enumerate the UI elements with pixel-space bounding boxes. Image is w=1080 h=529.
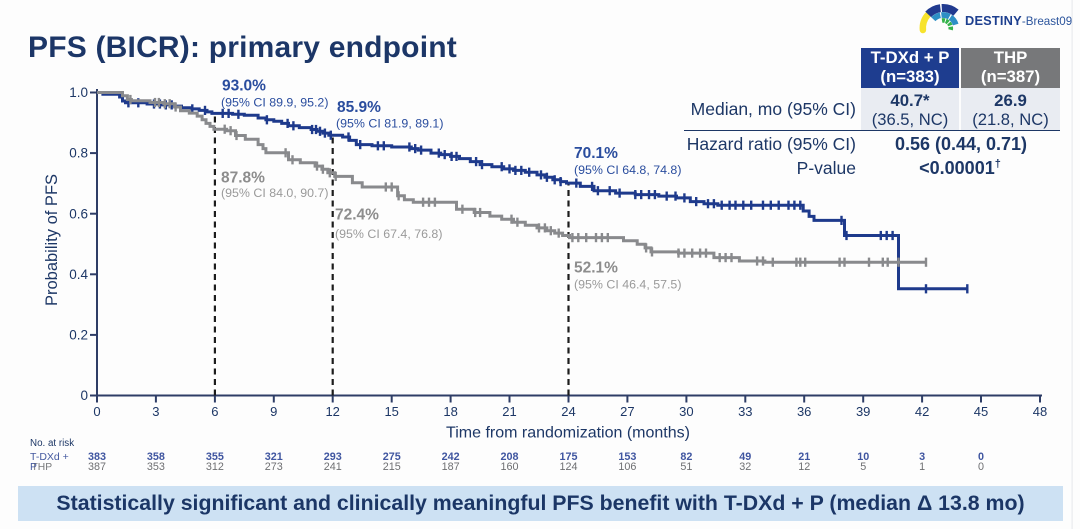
svg-text:355: 355 [206, 451, 224, 463]
svg-text:0: 0 [978, 451, 984, 463]
svg-text:85.9%: 85.9% [337, 99, 381, 116]
svg-text:1: 1 [919, 461, 925, 473]
svg-text:Probability of PFS: Probability of PFS [43, 174, 61, 306]
svg-text:0.2: 0.2 [69, 328, 88, 343]
svg-text:36: 36 [797, 404, 811, 419]
svg-text:21: 21 [798, 451, 810, 463]
svg-text:160: 160 [500, 461, 518, 473]
svg-text:0: 0 [93, 404, 100, 419]
svg-text:82: 82 [680, 451, 692, 463]
svg-text:18: 18 [443, 404, 457, 419]
svg-text:208: 208 [500, 451, 518, 463]
svg-text:(95% CI 67.4, 76.8): (95% CI 67.4, 76.8) [335, 227, 442, 241]
svg-text:293: 293 [324, 451, 342, 463]
svg-text:0: 0 [80, 388, 88, 403]
svg-text:(95% CI 64.8, 74.8): (95% CI 64.8, 74.8) [574, 163, 681, 177]
svg-text:52.1%: 52.1% [574, 260, 618, 277]
svg-text:321: 321 [265, 451, 283, 463]
svg-text:(95% CI 81.9, 89.1): (95% CI 81.9, 89.1) [336, 117, 443, 131]
svg-text:39: 39 [856, 404, 870, 419]
svg-text:33: 33 [738, 404, 752, 419]
svg-text:(95% CI 46.4, 57.5): (95% CI 46.4, 57.5) [574, 278, 681, 292]
svg-text:P: P [30, 462, 37, 473]
svg-text:15: 15 [384, 404, 398, 419]
svg-text:6: 6 [211, 404, 218, 419]
svg-text:0.6: 0.6 [69, 206, 88, 221]
svg-text:3: 3 [919, 451, 925, 463]
svg-text:DESTINY-Breast09: DESTINY-Breast09 [965, 13, 1072, 28]
svg-text:49: 49 [739, 451, 751, 463]
svg-text:12: 12 [325, 404, 339, 419]
svg-text:45: 45 [974, 404, 988, 419]
svg-text:241: 241 [324, 461, 342, 473]
svg-text:21: 21 [502, 404, 516, 419]
svg-text:175: 175 [559, 451, 577, 463]
svg-text:242: 242 [442, 451, 460, 463]
svg-text:9: 9 [270, 404, 277, 419]
svg-text:30: 30 [679, 404, 693, 419]
svg-text:215: 215 [383, 461, 401, 473]
svg-text:1.0: 1.0 [69, 85, 88, 100]
svg-text:No. at risk: No. at risk [30, 438, 74, 449]
svg-text:383: 383 [88, 451, 106, 463]
svg-text:THP: THP [32, 462, 53, 473]
svg-text:0.8: 0.8 [69, 146, 88, 161]
svg-text:273: 273 [265, 461, 283, 473]
svg-text:27: 27 [620, 404, 634, 419]
svg-text:93.0%: 93.0% [222, 78, 266, 95]
svg-text:153: 153 [618, 451, 636, 463]
svg-text:(95% CI 84.0, 90.7): (95% CI 84.0, 90.7) [221, 186, 328, 200]
svg-text:24: 24 [561, 404, 575, 419]
svg-text:187: 187 [442, 461, 460, 473]
svg-text:72.4%: 72.4% [335, 207, 379, 224]
svg-text:0: 0 [978, 461, 984, 473]
svg-text:5: 5 [860, 461, 866, 473]
svg-text:(95% CI 89.9, 95.2): (95% CI 89.9, 95.2) [221, 96, 328, 110]
svg-text:T-DXd +: T-DXd + [30, 451, 69, 463]
svg-text:0.4: 0.4 [69, 267, 88, 282]
svg-text:12: 12 [798, 461, 810, 473]
svg-text:124: 124 [559, 461, 577, 473]
svg-text:32: 32 [739, 461, 751, 473]
svg-text:312: 312 [206, 461, 224, 473]
svg-text:10: 10 [857, 451, 869, 463]
svg-text:275: 275 [383, 451, 401, 463]
svg-text:3: 3 [152, 404, 159, 419]
svg-text:106: 106 [618, 461, 636, 473]
svg-text:70.1%: 70.1% [574, 145, 618, 162]
svg-text:48: 48 [1033, 404, 1047, 419]
svg-text:358: 358 [147, 451, 165, 463]
svg-text:Time from randomization (month: Time from randomization (months) [446, 425, 690, 442]
svg-text:387: 387 [88, 461, 106, 473]
svg-text:51: 51 [680, 461, 692, 473]
svg-text:87.8%: 87.8% [221, 170, 265, 187]
svg-text:353: 353 [147, 461, 165, 473]
svg-text:42: 42 [915, 404, 929, 419]
